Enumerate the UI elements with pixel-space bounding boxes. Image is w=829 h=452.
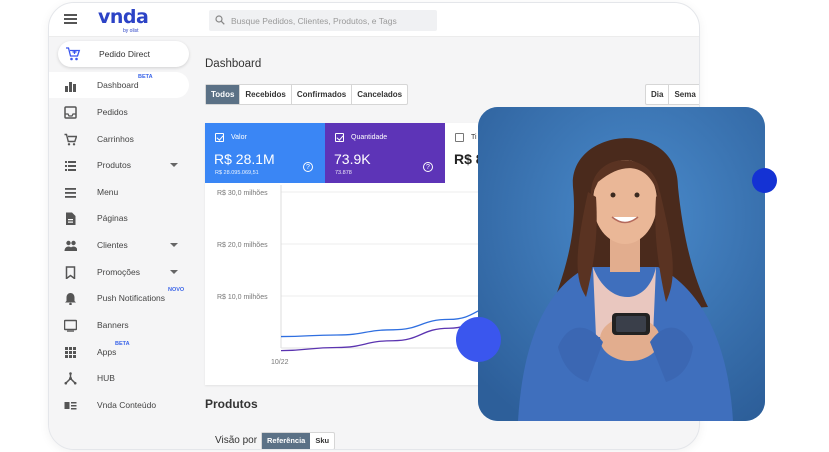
woman-holding-phone-photo (478, 107, 765, 421)
filter-recebidos[interactable]: Recebidos (240, 85, 292, 104)
y-tick-label: R$ 20,0 milhões (217, 242, 268, 249)
logo[interactable]: vnda by olist (98, 6, 149, 35)
sidebar-item-label: Vnda Conteúdo (97, 400, 157, 410)
pedido-direct-button[interactable]: Pedido Direct (58, 41, 189, 67)
apps-grid-icon (64, 346, 77, 359)
bookmark-icon (64, 266, 77, 280)
cart-icon (64, 133, 78, 146)
sidebar-item-apps[interactable]: Apps BETA (49, 339, 189, 365)
sidebar-item-produtos[interactable]: Produtos (49, 152, 189, 178)
menu-lines-icon (64, 186, 77, 199)
sidebar-item-label: Banners (97, 320, 129, 330)
sidebar-item-vnda-conteudo[interactable]: Vnda Conteúdo (49, 392, 189, 418)
chevron-down-icon[interactable] (170, 243, 178, 247)
page-title: Dashboard (205, 58, 262, 70)
sidebar-item-paginas[interactable]: Páginas (49, 205, 189, 231)
logo-wordmark: vnda (98, 6, 149, 28)
metric-checkbox[interactable] (335, 133, 344, 142)
x-tick-label: 10/22 (271, 359, 289, 366)
sidebar: Pedido Direct Dashboard BETA Pedidos Carrin… (49, 37, 199, 449)
metric-subvalue: 73.878 (335, 170, 352, 176)
sidebar-item-label: Páginas (97, 213, 128, 223)
search-box[interactable] (209, 10, 437, 31)
metric-value: 73.9K (334, 151, 371, 167)
monitor-icon (63, 319, 78, 332)
metric-subvalue: R$ 28.095.069,51 (215, 170, 259, 176)
help-icon[interactable]: ? (303, 162, 313, 172)
sidebar-item-menu[interactable]: Menu (49, 179, 189, 205)
logo-byline: by olist (123, 28, 139, 34)
sidebar-item-label: Menu (97, 187, 119, 197)
status-filter-group: Todos Recebidos Confirmados Cancelados (205, 84, 409, 105)
section-title-produtos: Produtos (205, 397, 258, 411)
sidebar-badge: NOVO (168, 287, 185, 293)
photo-illustration (478, 107, 765, 421)
sidebar-item-label: Push Notifications (97, 293, 166, 303)
content-icon (64, 399, 77, 412)
bar-chart-icon (64, 79, 77, 92)
sidebar-item-promocoes[interactable]: Promoções (49, 259, 189, 285)
visao-label: Visão por (215, 435, 258, 446)
metric-value: R$ 8 (454, 151, 484, 167)
pedido-direct-label: Pedido Direct (99, 49, 151, 59)
period-sema[interactable]: Sema (669, 85, 699, 104)
sidebar-item-push-notifications[interactable]: Push Notifications NOVO (49, 285, 189, 311)
period-dia[interactable]: Dia (646, 85, 670, 104)
sidebar-item-label: HUB (97, 373, 115, 383)
top-bar: vnda by olist (49, 3, 699, 37)
hamburger-icon[interactable] (64, 14, 77, 24)
sidebar-item-label: Clientes (97, 240, 128, 250)
chevron-down-icon[interactable] (170, 163, 178, 167)
visao-option-referencia[interactable]: Referência (262, 433, 311, 449)
metric-checkbox[interactable] (215, 133, 224, 142)
inbox-icon (64, 106, 77, 119)
metric-tab-valor[interactable]: Valor R$ 28.1M R$ 28.095.069,51? (205, 123, 325, 183)
metric-tab-quantidade[interactable]: Quantidade 73.9K 73.878? (325, 123, 445, 183)
sidebar-item-hub[interactable]: HUB (49, 365, 189, 391)
filter-cancelados[interactable]: Cancelados (357, 90, 403, 99)
sidebar-item-clientes[interactable]: Clientes (49, 232, 189, 258)
visao-option-sku[interactable]: Sku (315, 436, 330, 445)
metric-label: Valor (231, 134, 247, 141)
search-input[interactable] (231, 10, 431, 31)
document-icon (64, 212, 77, 225)
sidebar-item-carrinhos[interactable]: Carrinhos (49, 126, 189, 152)
sidebar-item-dashboard[interactable]: Dashboard BETA (49, 72, 189, 98)
list-icon (64, 159, 77, 172)
sidebar-item-banners[interactable]: Banners (49, 312, 189, 338)
sidebar-item-pedidos[interactable]: Pedidos (49, 99, 189, 125)
decorative-dot-large (456, 317, 501, 362)
search-icon (215, 15, 225, 25)
help-icon[interactable]: ? (423, 162, 433, 172)
series-line-valor (280, 303, 506, 338)
metric-checkbox[interactable] (455, 133, 464, 142)
sidebar-item-label: Produtos (97, 160, 132, 170)
cart-plus-icon (66, 47, 81, 61)
chevron-down-icon[interactable] (170, 270, 178, 274)
decorative-dot-small (752, 168, 777, 193)
bell-icon (64, 292, 77, 306)
sidebar-item-label: Promoções (97, 267, 140, 277)
filter-confirmados[interactable]: Confirmados (292, 85, 353, 104)
metric-value: R$ 28.1M (214, 151, 275, 167)
filter-todos[interactable]: Todos (206, 85, 241, 104)
metric-label: Ti (471, 134, 477, 141)
sidebar-badge: BETA (138, 74, 153, 80)
y-tick-label: R$ 30,0 milhões (217, 190, 268, 197)
sidebar-item-label: Dashboard (97, 80, 139, 90)
period-filter-group: Dia Sema (645, 84, 699, 105)
metric-label: Quantidade (351, 134, 388, 141)
sidebar-item-label: Apps (97, 347, 117, 357)
visao-toggle: Referência Sku (261, 432, 336, 449)
sidebar-item-label: Pedidos (97, 107, 128, 117)
sidebar-badge: BETA (115, 341, 130, 347)
y-tick-label: R$ 10,0 milhões (217, 294, 268, 301)
sidebar-item-label: Carrinhos (97, 134, 134, 144)
hub-icon (64, 372, 77, 385)
people-icon (64, 239, 78, 252)
